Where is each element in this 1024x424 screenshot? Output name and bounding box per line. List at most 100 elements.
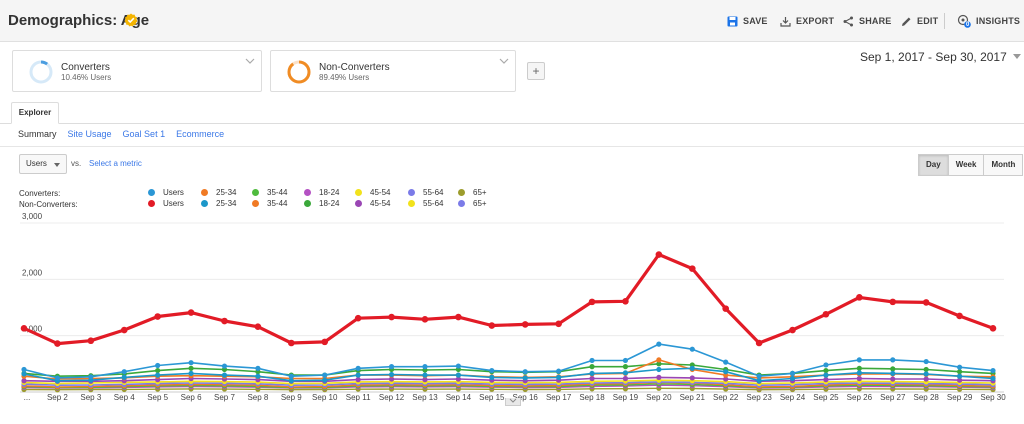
legend-item[interactable]: 35-44 [252, 188, 287, 197]
data-point[interactable] [221, 317, 228, 325]
data-point[interactable] [154, 313, 161, 320]
data-point[interactable] [221, 363, 228, 369]
data-point[interactable] [21, 371, 27, 377]
data-point[interactable] [990, 375, 996, 382]
data-point[interactable] [54, 340, 61, 347]
data-point[interactable] [756, 378, 762, 384]
data-point[interactable] [822, 310, 830, 318]
data-point[interactable] [723, 376, 729, 382]
data-point[interactable] [823, 362, 829, 368]
data-point[interactable] [622, 357, 629, 364]
data-point[interactable] [755, 339, 763, 347]
data-point[interactable] [54, 375, 61, 381]
data-point[interactable] [321, 338, 329, 346]
data-point[interactable] [21, 378, 27, 384]
data-point[interactable] [488, 322, 496, 329]
data-point[interactable] [656, 357, 662, 363]
data-point[interactable] [588, 298, 596, 306]
data-point[interactable] [956, 312, 963, 320]
data-point[interactable] [355, 377, 361, 383]
data-point[interactable] [890, 357, 896, 363]
data-point[interactable] [956, 373, 963, 379]
data-point[interactable] [923, 376, 929, 382]
period-month-button[interactable]: Month [983, 154, 1024, 176]
data-point[interactable] [21, 366, 27, 373]
data-point[interactable] [656, 374, 662, 380]
data-point[interactable] [789, 370, 796, 377]
add-segment-button[interactable]: + [527, 62, 545, 80]
metric-select[interactable]: Users [19, 154, 67, 174]
data-point[interactable] [489, 367, 495, 374]
data-point[interactable] [188, 365, 194, 371]
data-point[interactable] [922, 299, 930, 306]
data-point[interactable] [756, 373, 762, 379]
data-point[interactable] [421, 316, 429, 323]
data-point[interactable] [889, 298, 897, 306]
data-point[interactable] [656, 361, 662, 367]
data-point[interactable] [890, 376, 896, 382]
data-point[interactable] [556, 374, 562, 380]
select-metric-link[interactable]: Select a metric [89, 159, 142, 168]
data-point[interactable] [87, 337, 95, 345]
legend-item[interactable]: Users [148, 199, 184, 208]
chevron-down-icon[interactable] [499, 57, 509, 65]
legend-item[interactable]: 45-54 [355, 199, 390, 208]
data-point[interactable] [689, 346, 695, 352]
data-point[interactable] [188, 360, 194, 366]
subtab-ecommerce[interactable]: Ecommerce [176, 129, 225, 139]
data-point[interactable] [455, 313, 462, 321]
data-point[interactable] [455, 376, 461, 382]
data-point[interactable] [589, 375, 595, 382]
data-point[interactable] [956, 364, 963, 370]
chevron-down-icon[interactable] [245, 57, 255, 65]
legend-item[interactable]: 45-54 [355, 188, 390, 197]
subtab-goal-set-1[interactable]: Goal Set 1 [122, 129, 166, 139]
legend-item[interactable]: 65+ [458, 199, 487, 208]
data-point[interactable] [322, 372, 328, 378]
data-point[interactable] [856, 357, 862, 363]
data-point[interactable] [656, 366, 662, 373]
data-point[interactable] [388, 371, 395, 378]
data-point[interactable] [522, 369, 528, 375]
segment-card-non-converters[interactable]: Non-Converters 89.49% Users [270, 50, 516, 92]
data-point[interactable] [521, 321, 529, 328]
data-point[interactable] [622, 364, 629, 370]
data-point[interactable] [589, 357, 595, 364]
data-point[interactable] [388, 313, 395, 321]
date-range-picker[interactable]: Sep 1, 2017 - Sep 30, 2017 [860, 50, 1021, 64]
data-point[interactable] [688, 265, 696, 272]
data-point[interactable] [556, 368, 562, 374]
data-point[interactable] [255, 373, 261, 379]
data-point[interactable] [989, 325, 997, 332]
data-point[interactable] [121, 374, 127, 380]
data-point[interactable] [789, 326, 796, 334]
data-point[interactable] [355, 365, 361, 371]
data-point[interactable] [555, 320, 562, 328]
data-point[interactable] [823, 367, 829, 374]
data-point[interactable] [622, 298, 629, 305]
data-point[interactable] [890, 366, 896, 372]
legend-item[interactable]: 65+ [458, 188, 487, 197]
data-point[interactable] [288, 339, 295, 347]
legend-item[interactable]: 55-64 [408, 188, 443, 197]
data-point[interactable] [689, 375, 695, 381]
data-point[interactable] [723, 369, 729, 375]
data-point[interactable] [622, 370, 629, 376]
data-point[interactable] [956, 369, 963, 375]
data-point[interactable] [856, 375, 862, 382]
edit-button[interactable]: EDIT [901, 13, 938, 29]
data-point[interactable] [622, 375, 629, 382]
save-button[interactable]: SAVE [727, 13, 768, 29]
data-point[interactable] [388, 364, 395, 370]
data-point[interactable] [856, 294, 863, 301]
data-point[interactable] [923, 358, 929, 365]
data-point[interactable] [422, 372, 428, 378]
data-point[interactable] [388, 376, 395, 382]
tab-explorer[interactable]: Explorer [11, 102, 59, 124]
data-point[interactable] [589, 364, 595, 370]
share-button[interactable]: SHARE [843, 13, 892, 29]
data-point[interactable] [188, 370, 194, 377]
subtab-site-usage[interactable]: Site Usage [67, 129, 112, 139]
data-point[interactable] [121, 369, 127, 375]
data-point[interactable] [522, 375, 528, 381]
